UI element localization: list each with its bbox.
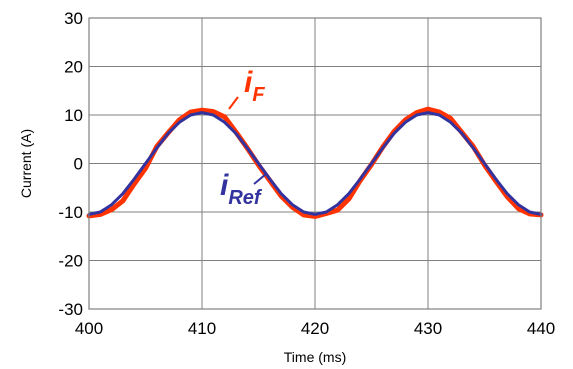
series-line-i-ref xyxy=(87,111,543,216)
annotation-leader-line xyxy=(253,173,267,185)
y-tick-label: 10 xyxy=(64,106,83,125)
x-tick-label: 400 xyxy=(75,319,103,338)
x-tick-label: 420 xyxy=(301,319,329,338)
series-group xyxy=(86,106,544,219)
y-tick-label: 30 xyxy=(64,9,83,28)
y-tick-label: -20 xyxy=(58,252,83,271)
x-tick-labels: 400 410 420 430 440 xyxy=(75,319,555,338)
y-tick-label: 0 xyxy=(74,155,83,174)
series-annotations: iF iRef xyxy=(220,66,267,209)
plot-area-border xyxy=(88,17,542,310)
series-label-i-ref: iRef xyxy=(220,169,263,209)
y-tick-label: -10 xyxy=(58,203,83,222)
x-tick-label: 430 xyxy=(414,319,442,338)
x-tick-label: 410 xyxy=(188,319,216,338)
annotation-leader-line xyxy=(228,96,239,110)
x-tick-label: 440 xyxy=(527,319,555,338)
y-tick-labels: 30 20 10 0 -10 -20 -30 xyxy=(58,9,83,319)
x-axis-title: Time (ms) xyxy=(284,349,346,365)
y-tick-label: 20 xyxy=(64,58,83,77)
y-tick-label: -30 xyxy=(58,300,83,319)
series-label-i-f: iF xyxy=(244,66,265,106)
y-axis-title: Current (A) xyxy=(18,129,34,198)
